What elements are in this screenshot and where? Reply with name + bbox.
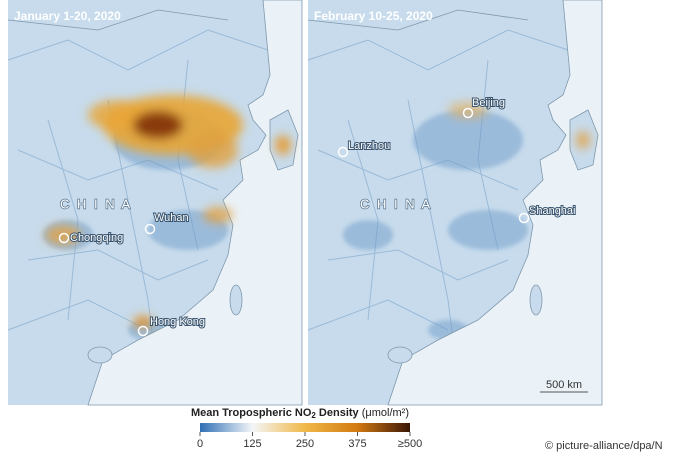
- city-marker: [518, 212, 530, 224]
- tick-label: ≥500: [398, 438, 422, 450]
- city-marker: [337, 146, 349, 158]
- city-marker: [58, 232, 70, 244]
- city-marker: [462, 107, 474, 119]
- legend-unit: (μmol/m²): [362, 407, 409, 419]
- map-panel: February 10-25, 2020 C H I N A Lanzhou Beij…: [308, 0, 602, 405]
- no2-hotspots: [45, 95, 291, 328]
- credit: © picture-alliance/dpa/N: [545, 440, 663, 452]
- color-bar: [200, 423, 410, 432]
- tick-label: 125: [243, 438, 261, 450]
- legend-title-text: Mean Tropospheric NO: [191, 407, 312, 419]
- city-label: Chongqing: [70, 232, 123, 244]
- map-panel: January 1-20, 2020 C H I N A Chongqing Wuha…: [8, 0, 302, 405]
- scale-label: 500 km: [546, 379, 582, 391]
- legend: Mean Tropospheric NO2 Density (μmol/m²) …: [191, 407, 422, 450]
- legend-title-end: Density: [316, 407, 362, 419]
- city-marker: [144, 223, 156, 235]
- tick-label: 250: [296, 438, 314, 450]
- legend-title: Mean Tropospheric NO2 Density (μmol/m²): [191, 407, 409, 420]
- panel-title: January 1-20, 2020: [14, 9, 121, 23]
- legend-subscript: 2: [311, 411, 316, 420]
- panel-title: February 10-25, 2020: [314, 9, 433, 23]
- country-label: C H I N A: [60, 196, 132, 211]
- city-label: Shanghai: [529, 205, 576, 217]
- country-label: C H I N A: [360, 196, 432, 211]
- city-label: Hong Kong: [150, 316, 205, 328]
- tick-label: 375: [348, 438, 366, 450]
- city-marker: [137, 325, 149, 337]
- city-label: Lanzhou: [348, 140, 390, 152]
- city-label: Beijing: [472, 97, 505, 109]
- city-label: Wuhan: [154, 212, 189, 224]
- tick-label: 0: [197, 438, 203, 450]
